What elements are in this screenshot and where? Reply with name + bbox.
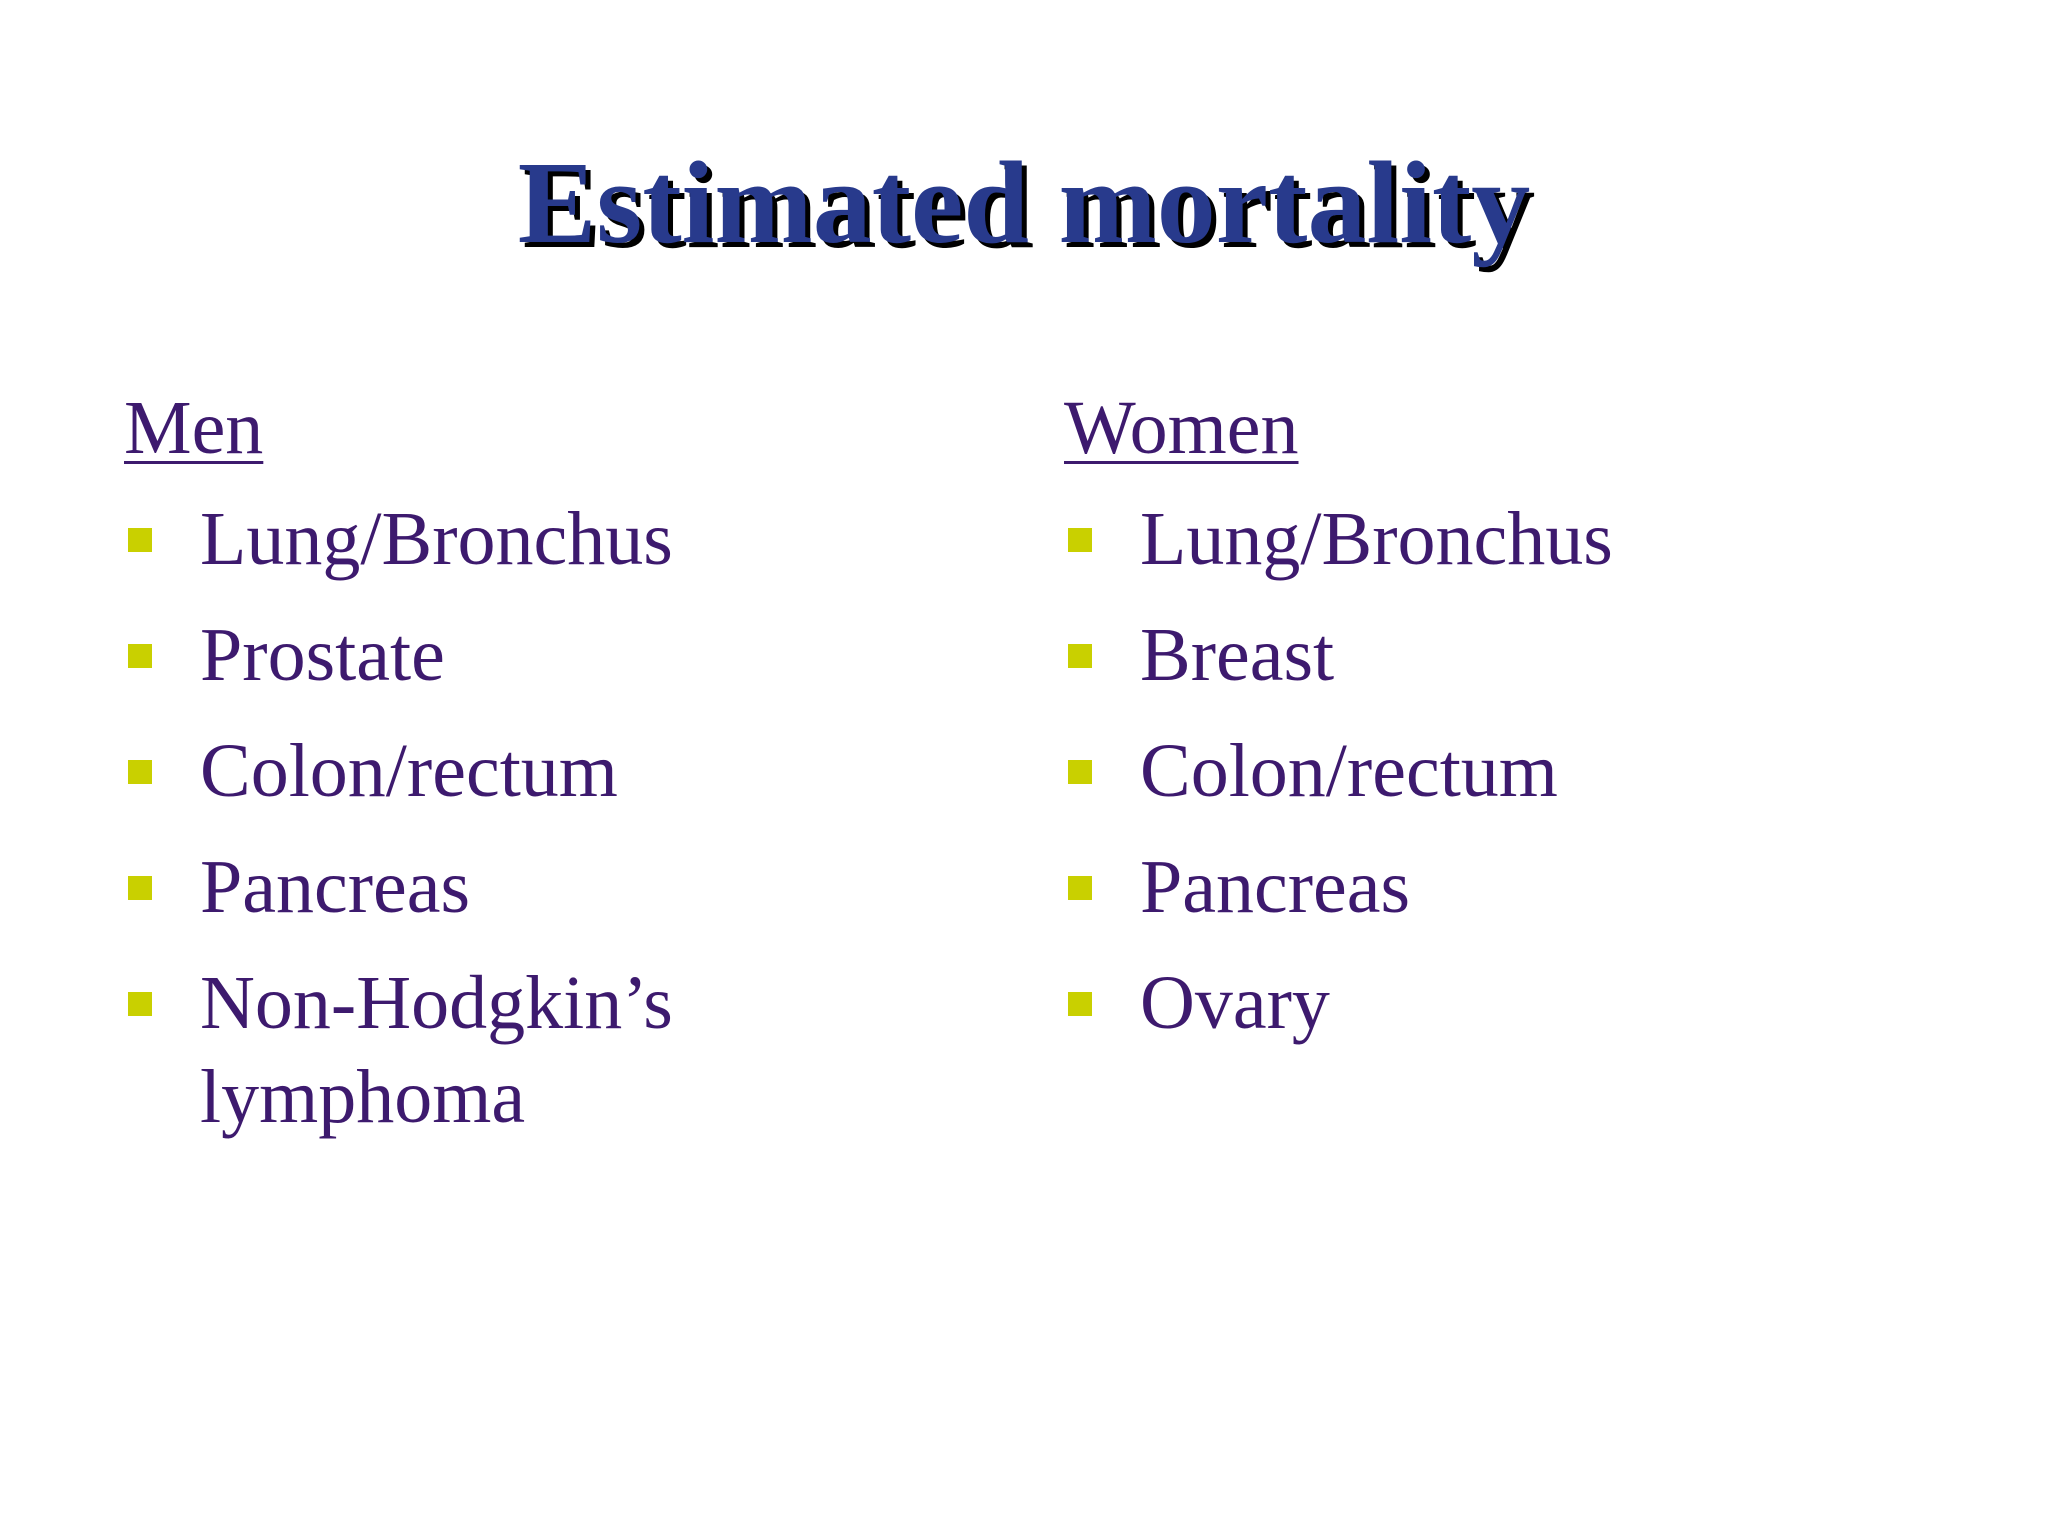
square-bullet-icon bbox=[128, 644, 152, 668]
list-item-text: Colon/rectum bbox=[200, 729, 618, 813]
square-bullet-icon bbox=[1068, 528, 1092, 552]
list-item: Prostate bbox=[124, 608, 1004, 702]
square-bullet-icon bbox=[1068, 876, 1092, 900]
men-heading: Men bbox=[124, 386, 264, 470]
women-bullet-list: Lung/Bronchus Breast Colon/rectum Pancre… bbox=[1064, 492, 1944, 1050]
slide-title: Estimated mortality bbox=[517, 137, 1531, 268]
list-item: Lung/Bronchus bbox=[124, 492, 1004, 586]
men-bullet-list: Lung/Bronchus Prostate Colon/rectum Panc… bbox=[124, 492, 1004, 1144]
list-item: Colon/rectum bbox=[1064, 724, 1944, 818]
list-item: Pancreas bbox=[124, 840, 1004, 934]
list-item: Pancreas bbox=[1064, 840, 1944, 934]
list-item: Colon/rectum bbox=[124, 724, 1004, 818]
list-item: Ovary bbox=[1064, 956, 1944, 1050]
list-item-text: Ovary bbox=[1140, 961, 1330, 1045]
list-item: Lung/Bronchus bbox=[1064, 492, 1944, 586]
list-item-text: Lung/Bronchus bbox=[200, 497, 673, 581]
list-item-text: Prostate bbox=[200, 613, 445, 697]
square-bullet-icon bbox=[1068, 992, 1092, 1016]
square-bullet-icon bbox=[1068, 760, 1092, 784]
list-item-text: Pancreas bbox=[200, 845, 471, 929]
men-column: Men Lung/Bronchus Prostate Colon/rectum … bbox=[124, 378, 1004, 1166]
square-bullet-icon bbox=[128, 760, 152, 784]
list-item: Non-Hodgkin’s lymphoma bbox=[124, 956, 900, 1144]
women-heading: Women bbox=[1064, 386, 1299, 470]
women-column: Women Lung/Bronchus Breast Colon/rectum … bbox=[1064, 378, 1944, 1072]
list-item-text: Pancreas bbox=[1140, 845, 1411, 929]
list-item-text: Colon/rectum bbox=[1140, 729, 1558, 813]
square-bullet-icon bbox=[128, 528, 152, 552]
list-item-text: Lung/Bronchus bbox=[1140, 497, 1613, 581]
list-item-text: Non-Hodgkin’s lymphoma bbox=[200, 961, 673, 1139]
list-item: Breast bbox=[1064, 608, 1944, 702]
square-bullet-icon bbox=[1068, 644, 1092, 668]
square-bullet-icon bbox=[128, 876, 152, 900]
square-bullet-icon bbox=[128, 992, 152, 1016]
list-item-text: Breast bbox=[1140, 613, 1335, 697]
